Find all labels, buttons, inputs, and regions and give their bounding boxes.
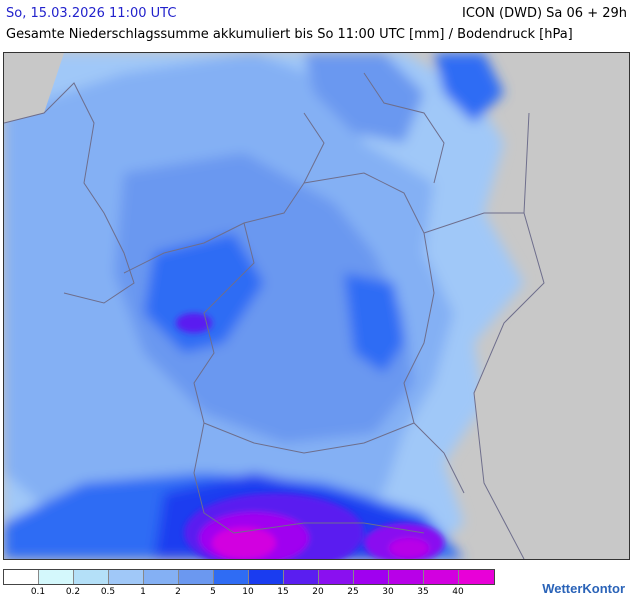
borders: [4, 72, 545, 559]
legend-label: 20: [312, 587, 324, 597]
legend-swatch: [74, 570, 109, 584]
precip-core: [176, 313, 444, 559]
legend-label: 25: [347, 587, 359, 597]
header: So, 15.03.2026 11:00 UTC ICON (DWD) Sa 0…: [0, 0, 633, 50]
wetterkontor-logo[interactable]: WetterKontor: [542, 581, 625, 596]
precipitation-legend: 0.1 0.2 0.5 1 2 5 10 15 20 25 30 35 40: [3, 569, 503, 600]
legend-label: 30: [382, 587, 394, 597]
map-subtitle: Gesamte Niederschlagssumme akkumuliert b…: [6, 27, 573, 42]
legend-label: 0.2: [65, 587, 81, 597]
precip-field: [4, 53, 524, 559]
legend-swatch: [214, 570, 249, 584]
legend-label: 15: [277, 587, 289, 597]
legend-label: 35: [417, 587, 429, 597]
legend-swatch: [319, 570, 354, 584]
legend-swatch: [109, 570, 144, 584]
legend-label: 5: [210, 587, 216, 597]
legend-swatch: [354, 570, 389, 584]
legend-swatch: [389, 570, 424, 584]
legend-label: 40: [452, 587, 464, 597]
legend-label: 0.5: [100, 587, 116, 597]
legend-swatch: [144, 570, 179, 584]
legend-swatch: [4, 570, 39, 584]
dry-areas: [4, 53, 629, 559]
legend-label: 0.1: [30, 587, 46, 597]
legend-swatch: [424, 570, 459, 584]
precipitation-map[interactable]: [3, 52, 630, 560]
legend-swatch: [284, 570, 319, 584]
legend-swatch: [249, 570, 284, 584]
map-canvas: [4, 53, 629, 559]
legend-label: 1: [140, 587, 146, 597]
legend-swatch: [459, 570, 494, 584]
legend-swatch: [39, 570, 74, 584]
legend-swatch: [179, 570, 214, 584]
legend-labels: 0.1 0.2 0.5 1 2 5 10 15 20 25 30 35 40: [3, 587, 503, 599]
legend-color-bar: [3, 569, 495, 585]
legend-label: 2: [175, 587, 181, 597]
legend-label: 10: [242, 587, 254, 597]
model-run: ICON (DWD) Sa 06 + 29h: [462, 6, 627, 21]
forecast-datetime: So, 15.03.2026 11:00 UTC: [6, 6, 177, 21]
